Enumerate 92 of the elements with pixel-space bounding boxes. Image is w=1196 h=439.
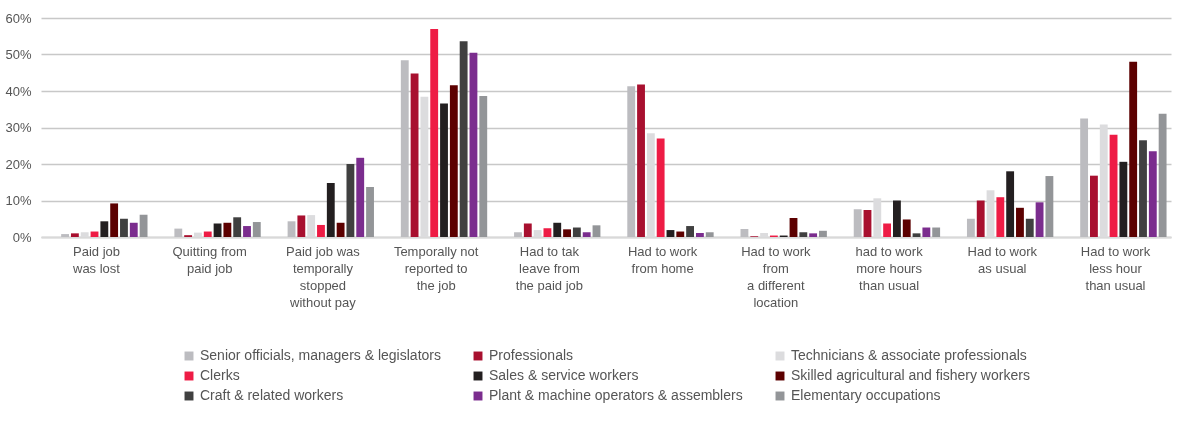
- legend-label: Senior officials, managers & legislators: [200, 347, 441, 363]
- bar: [695, 232, 704, 237]
- bar: [514, 232, 522, 237]
- bar: [666, 230, 675, 237]
- legend-label: Professionals: [489, 347, 574, 363]
- y-tick-label: 50%: [5, 47, 32, 62]
- bar: [656, 138, 665, 237]
- bar: [1158, 113, 1167, 237]
- bar: [799, 232, 808, 237]
- y-tick-label: 30%: [5, 120, 32, 135]
- bar: [853, 209, 862, 237]
- bar: [356, 157, 365, 237]
- bar: [70, 233, 79, 237]
- bar: [553, 222, 562, 237]
- legend-label: Technicians & associate professionals: [791, 347, 1027, 363]
- y-tick-label: 40%: [5, 83, 32, 99]
- bar: [139, 214, 148, 237]
- bar: [1139, 140, 1147, 237]
- bar: [1035, 202, 1044, 237]
- bar: [366, 187, 374, 237]
- bar: [922, 227, 931, 237]
- bar: [543, 228, 552, 237]
- legend-label: Sales & service workers: [489, 367, 639, 383]
- x-tick-label: Had to work from home: [627, 243, 698, 276]
- bar: [1016, 207, 1024, 237]
- x-tick-label: Paid job was temporally stopped without pay: [286, 243, 361, 310]
- bar: [676, 231, 685, 237]
- bar: [252, 222, 261, 237]
- bar: [129, 222, 138, 237]
- bar: [966, 218, 975, 237]
- bar: [287, 221, 296, 237]
- bar: [213, 223, 222, 237]
- legend-label: Clerks: [200, 367, 240, 383]
- bar: [582, 232, 591, 237]
- bar: [297, 215, 306, 237]
- bar: [996, 197, 1005, 237]
- bar: [449, 85, 458, 237]
- legend-label: Elementary occupations: [791, 387, 941, 403]
- bar: [1006, 171, 1015, 237]
- bar: [346, 164, 355, 237]
- bar: [203, 231, 212, 237]
- bar: [932, 227, 941, 237]
- bar: [61, 234, 69, 237]
- bar: [523, 223, 532, 237]
- bar: [430, 28, 439, 237]
- bar: [100, 221, 109, 237]
- legend-label: Plant & machine operators & assemblers: [489, 387, 743, 403]
- bar: [459, 41, 468, 237]
- bar: [686, 226, 695, 237]
- y-tick-label: 60%: [5, 10, 32, 26]
- bar: [1025, 218, 1034, 237]
- legend-label: Craft & related workers: [200, 387, 344, 403]
- bar: [883, 223, 892, 237]
- bar: [637, 84, 645, 237]
- bar: [809, 233, 818, 237]
- bar: [440, 103, 448, 237]
- bar: [120, 218, 128, 237]
- legend-label: Skilled agricultural and fishery workers: [791, 367, 1030, 383]
- x-tick-label: Had to tak leave from the paid job: [515, 243, 583, 293]
- y-tick-label: 0%: [12, 229, 32, 245]
- bar: [563, 229, 571, 237]
- bar: [479, 96, 488, 237]
- x-tick-label: Temporally not reported to the job: [393, 243, 479, 293]
- bar: [243, 226, 251, 237]
- bar: [705, 232, 714, 237]
- x-tick-label: Had to work less hour than usual: [1080, 243, 1151, 293]
- bar: [572, 227, 581, 237]
- bar: [1148, 151, 1157, 237]
- x-tick-label: had to work more hours than usual: [855, 243, 924, 293]
- x-tick-label: Had to work as usual: [967, 243, 1038, 276]
- bar: [976, 200, 985, 237]
- bar: [110, 203, 119, 237]
- bar: [912, 233, 921, 237]
- bar: [174, 228, 183, 237]
- bar: [317, 224, 325, 237]
- bar: [233, 217, 242, 237]
- x-tick-label: Paid job was lost: [72, 243, 121, 276]
- bar: [892, 200, 901, 237]
- x-tick-label: Had to work from a different location: [741, 243, 812, 310]
- bar: [223, 222, 232, 237]
- bar: [326, 182, 335, 237]
- bar: [902, 219, 911, 237]
- bar: [336, 222, 345, 237]
- y-tick-label: 20%: [5, 156, 32, 172]
- bar: [1045, 176, 1054, 237]
- y-tick-label: 10%: [5, 193, 32, 208]
- bar: [1119, 161, 1128, 237]
- bar: [1129, 61, 1138, 237]
- bar: [819, 230, 827, 237]
- bar: [1090, 175, 1098, 237]
- x-tick-label: Quitting from paid job: [172, 243, 247, 276]
- bar: [592, 225, 601, 237]
